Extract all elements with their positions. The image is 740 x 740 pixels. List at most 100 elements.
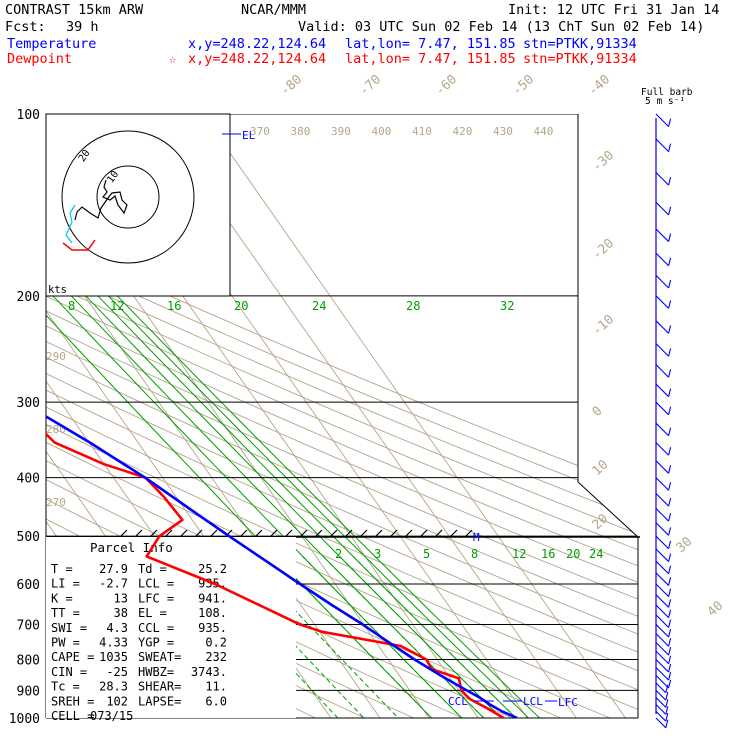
wind-barb [655, 594, 672, 608]
parcel-key2-1: LCL = [138, 577, 174, 591]
center-name: NCAR/MMM [241, 2, 306, 18]
parcel-key2-0: Td = [138, 562, 167, 576]
dry-adiabat-410 [46, 114, 638, 718]
hodograph-trace-cyan [65, 204, 76, 244]
pressure-label-600: 600 [17, 578, 40, 593]
mixing-label-2: 16 [167, 299, 181, 313]
model-title: CONTRAST 15km ARW [5, 2, 144, 18]
pressure-label-200: 200 [17, 290, 40, 305]
mixing-label-lower-6: 20 [566, 547, 580, 561]
parcel-value2-4: 935. [198, 621, 227, 635]
lfc-label: LFC [558, 696, 578, 709]
parcel-value-3: 38 [114, 606, 128, 620]
parcel-key-10: CELL = [51, 709, 94, 723]
parcel-key-2: K = [51, 591, 73, 605]
isotherm-label-0: -80 [278, 72, 305, 99]
hatch-mark [344, 529, 353, 538]
isotherm-label-1: -70 [357, 72, 384, 99]
wind-barb [655, 674, 672, 689]
wind-barb [655, 113, 672, 127]
parcel-value-0: 27.9 [99, 562, 128, 576]
hatch-mark [329, 529, 338, 538]
full-barb-units: 5 m s⁻¹ [645, 96, 685, 107]
theta-label-0: 370 [250, 125, 270, 138]
pressure-label-400: 400 [17, 472, 40, 487]
parcel-value2-6: 232 [205, 650, 227, 664]
wind-barb [655, 583, 672, 597]
mixing-label-lower-1: 3 [374, 547, 381, 561]
kts-label: kts [48, 284, 67, 296]
parcel-key2-6: SWEAT= [138, 650, 181, 664]
hatch-mark [434, 529, 443, 538]
parcel-key-0: T = [51, 562, 73, 576]
level-annotations: EL M CCL LCL LFC [222, 129, 578, 709]
wind-barb [655, 460, 672, 474]
hodograph-trace [74, 179, 128, 221]
lcl-label: LCL [523, 695, 543, 708]
parcel-value-5: 4.33 [99, 636, 128, 650]
dewpoint-location: x,y=248.22,124.64 [188, 51, 326, 67]
theta-label-left-1: 280 [46, 423, 66, 436]
dry-adiabat-430 [46, 114, 638, 718]
header: CONTRAST 15km ARW Fcst: 39 h NCAR/MMM In… [5, 2, 719, 107]
parcel-value2-0: 25.2 [198, 562, 227, 576]
wind-barb [655, 493, 672, 507]
hodograph-box [45, 113, 231, 297]
isotherm-label-9: 10 [590, 457, 612, 479]
theta-label-3: 400 [372, 125, 392, 138]
temperature-line [46, 114, 518, 718]
parcel-value2-8: 11. [205, 680, 227, 694]
dewpoint-latlon: lat,lon= 7.47, 151.85 [345, 51, 516, 67]
wind-barb [655, 442, 672, 456]
parcel-value-10: 073/15 [90, 709, 133, 723]
parcel-value-1: -2.7 [99, 577, 128, 591]
wind-barb [655, 633, 672, 647]
mixing-label-4: 24 [312, 299, 326, 313]
dry-adiabat-370 [46, 114, 638, 718]
dry-adiabat-450 [46, 114, 638, 718]
wind-barb [655, 383, 672, 398]
wind-barb [655, 650, 672, 665]
hatch-mark [239, 529, 248, 538]
hatch-mark [254, 529, 263, 538]
hatch-mark [194, 529, 203, 538]
wind-barb [655, 364, 672, 378]
mixing-ratio-dashed-24 [352, 556, 530, 718]
parcel-key-6: CAPE = [51, 650, 94, 664]
parcel-value2-9: 6.0 [205, 694, 227, 708]
wind-barb [655, 422, 672, 437]
dry-adiabat-360 [46, 114, 638, 718]
mixing-label-5: 28 [406, 299, 420, 313]
parcel-key2-8: SHEAR= [138, 680, 181, 694]
full-barb-label: Full barb [641, 87, 693, 98]
temperature-label: Temperature [7, 36, 96, 52]
hatch-mark [119, 529, 128, 538]
wind-barb [655, 343, 672, 357]
isotherm-label-3: -50 [510, 72, 537, 99]
wind-barb [655, 560, 672, 575]
parcel-key2-4: CCL = [138, 621, 174, 635]
hodograph-trace-red [62, 239, 96, 251]
pressure-label-100: 100 [17, 108, 40, 123]
hatch-mark [374, 529, 383, 538]
theta-label-6: 430 [493, 125, 513, 138]
wind-barb [655, 604, 672, 618]
theta-label-2: 390 [331, 125, 351, 138]
parcel-value-9: 102 [106, 694, 128, 708]
wind-barb [655, 228, 672, 242]
parcel-key2-2: LFC = [138, 591, 174, 605]
temperature-location: x,y=248.22,124.64 [188, 36, 326, 52]
dry-adiabat-340 [46, 114, 638, 718]
wind-barb [655, 614, 672, 628]
pressure-label-800: 800 [17, 653, 40, 668]
isotherm-label-8: 0 [590, 404, 606, 420]
parcel-value-7: -25 [106, 665, 128, 679]
pressure-label-300: 300 [17, 396, 40, 411]
mixing-ratio-dashed-8 [274, 556, 445, 718]
temperature-latlon: lat,lon= 7.47, 151.85 [345, 36, 516, 52]
isotherm-label-2: -60 [433, 72, 460, 99]
wind-barb [655, 295, 672, 309]
wind-barb [655, 572, 672, 586]
pressure-label-900: 900 [17, 684, 40, 699]
